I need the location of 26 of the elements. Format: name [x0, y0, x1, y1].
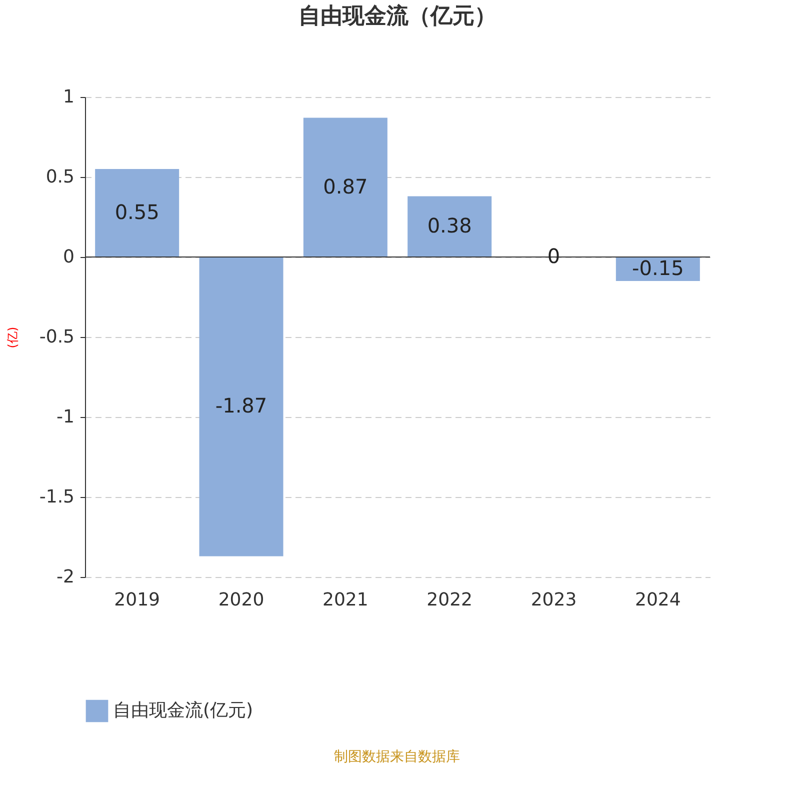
y-tick-label: 0.5	[46, 166, 74, 188]
text: 制图数据来自数据库	[334, 749, 460, 765]
x-tick-label: 2022	[426, 590, 472, 610]
bar	[95, 169, 180, 257]
bar	[199, 257, 284, 556]
data-label: -0.15	[632, 256, 684, 280]
y-tick-label: -0.5	[39, 326, 74, 348]
bar	[303, 118, 388, 257]
x-tick-label: 2024	[635, 590, 681, 610]
y-tick-label: -1	[56, 406, 74, 428]
data-label: 0.38	[427, 214, 472, 238]
y-tick-label: -1.5	[39, 486, 74, 508]
chart-title: 自由现金流（亿元）	[298, 3, 496, 29]
data-label: 0.87	[323, 174, 368, 198]
x-tick-label: 2023	[530, 590, 577, 610]
y-tick-label: 0	[63, 246, 74, 268]
y-tick-label: -2	[56, 566, 74, 588]
legend-label: 自由现金流(亿元)	[113, 700, 254, 721]
y-axis-title: (亿)	[5, 326, 20, 348]
bar	[408, 196, 492, 257]
x-tick-label: 2021	[322, 590, 368, 610]
x-tick-label: 2020	[218, 590, 264, 610]
data-label: -1.87	[215, 394, 268, 418]
x-tick-label: 2019	[114, 590, 160, 610]
data-label: 0.55	[114, 200, 160, 224]
y-tick-label: 1	[63, 86, 74, 108]
